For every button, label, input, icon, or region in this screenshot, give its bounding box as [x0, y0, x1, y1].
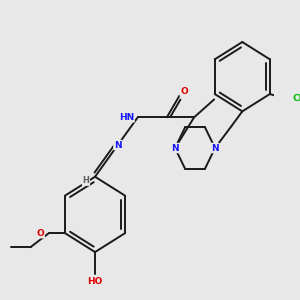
Text: O: O — [36, 229, 44, 238]
Text: N: N — [211, 143, 219, 152]
Text: O: O — [180, 87, 188, 96]
Text: HN: HN — [119, 113, 134, 122]
Text: Cl: Cl — [292, 94, 300, 103]
Text: N: N — [171, 143, 179, 152]
Text: N: N — [114, 140, 122, 149]
Text: HO: HO — [87, 277, 103, 286]
Text: H: H — [82, 176, 89, 185]
